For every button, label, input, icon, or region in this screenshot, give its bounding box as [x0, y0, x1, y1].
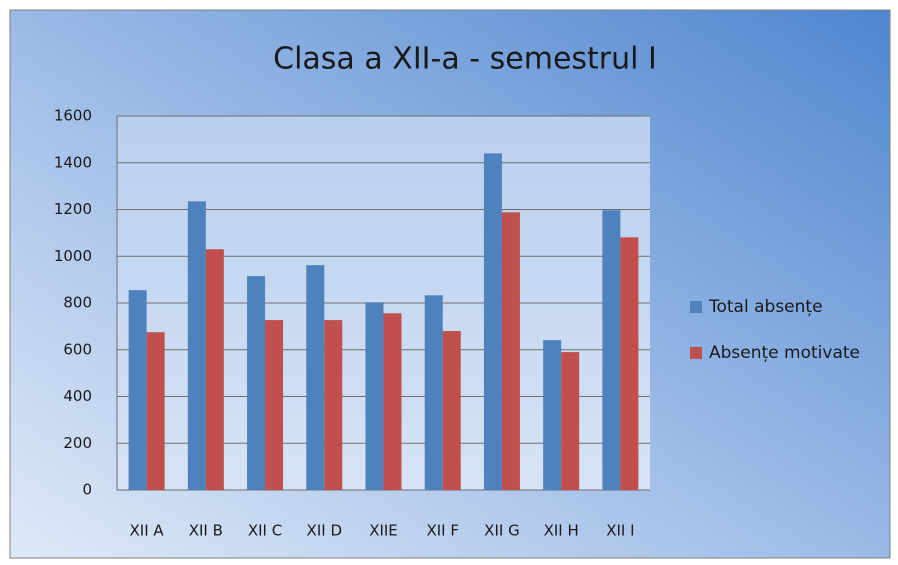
bar [543, 340, 562, 490]
bar [324, 320, 343, 490]
y-tick-label: 1600 [54, 107, 92, 125]
x-tick-label: XII F [426, 522, 459, 540]
y-tick-label: 0 [82, 481, 92, 499]
bar [205, 249, 224, 490]
x-tick-label: XII A [130, 522, 165, 540]
chart-title: Clasa a XII-a - semestrul I [273, 42, 657, 77]
x-tick-label: XII C [248, 522, 282, 540]
legend-label: Total absențe [708, 297, 823, 317]
x-tick-label: XII B [189, 522, 223, 540]
bar [265, 320, 284, 490]
bar [187, 201, 206, 490]
bar [247, 276, 266, 490]
x-tick-label: XII H [544, 522, 579, 540]
bar [561, 352, 580, 490]
bar [602, 210, 621, 491]
bar [442, 331, 461, 490]
legend-swatch [690, 301, 702, 313]
y-tick-label: 800 [63, 294, 92, 312]
legend-swatch [690, 347, 702, 359]
y-tick-label: 1000 [54, 247, 92, 265]
bar [483, 153, 502, 490]
bar [620, 237, 639, 490]
bar [365, 302, 384, 490]
y-tick-label: 1400 [54, 153, 92, 171]
y-tick-label: 600 [63, 340, 92, 358]
bar [128, 290, 147, 490]
x-tick-label: XIIE [369, 522, 398, 540]
legend-label: Absențe motivate [709, 343, 860, 363]
bar [306, 265, 325, 490]
bar [146, 332, 165, 490]
bar [501, 212, 520, 490]
bar [383, 313, 402, 490]
y-tick-label: 1200 [54, 200, 92, 218]
y-tick-label: 400 [63, 387, 92, 405]
y-tick-label: 200 [63, 434, 92, 452]
x-tick-label: XII I [606, 522, 634, 540]
bar [424, 295, 443, 490]
x-tick-label: XII D [307, 522, 342, 540]
x-tick-label: XII G [484, 522, 520, 540]
